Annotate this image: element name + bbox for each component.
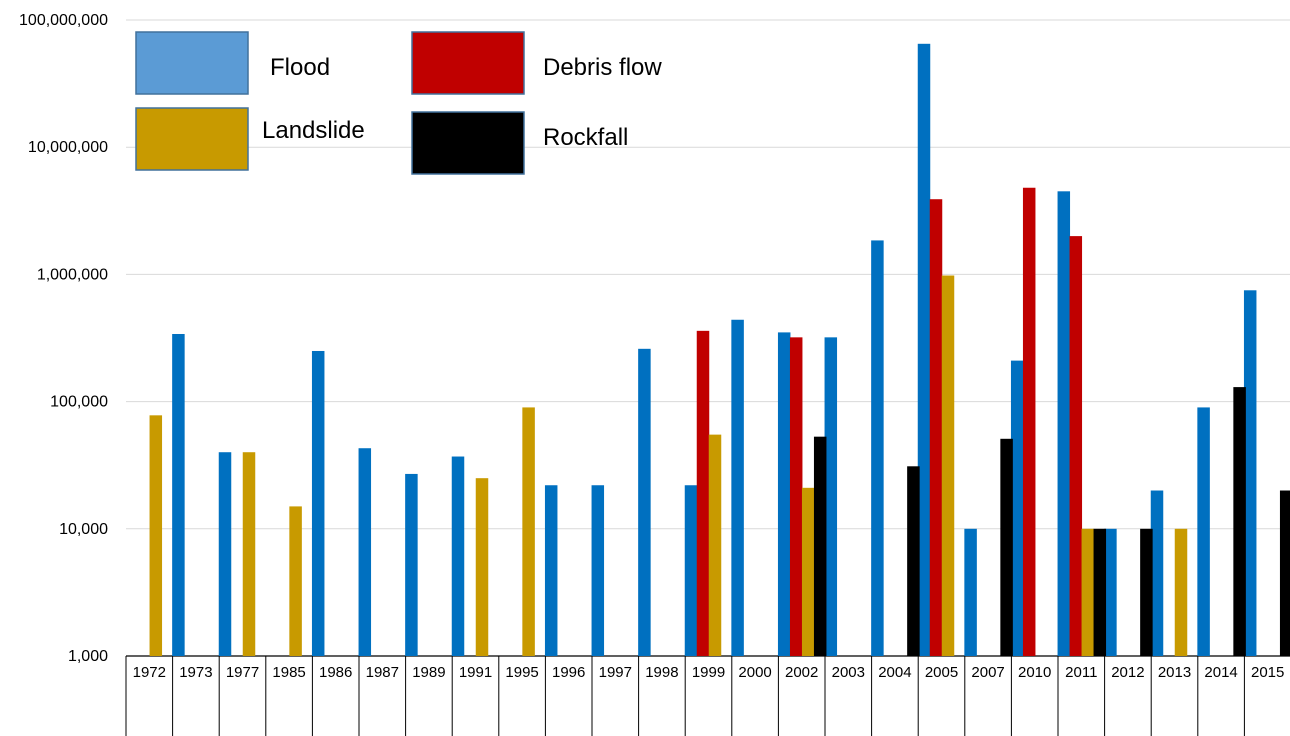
legend-label-landslide: Landslide xyxy=(262,117,365,144)
bar-rockfall-2011 xyxy=(1093,528,1107,656)
bar-debris-flow-2002 xyxy=(789,337,803,656)
bar-landslide-2005 xyxy=(941,275,955,656)
bar-flood-2002 xyxy=(777,332,791,656)
bar-rockfall-2014 xyxy=(1233,387,1246,656)
bar-debris-flow-1999 xyxy=(696,330,710,656)
x-tick-label: 2012 xyxy=(1111,664,1144,681)
bar-rockfall-2002 xyxy=(813,436,827,656)
bar-flood-2000 xyxy=(731,319,744,656)
legend: Flood Debris flow Landslide Rockfall xyxy=(135,31,662,175)
x-tick-label: 2002 xyxy=(785,664,818,681)
y-axis: 1,000 10,000 100,000 1,000,000 10,000,000 100… xyxy=(19,12,108,665)
x-tick-label: 2013 xyxy=(1158,664,1191,681)
bar-flood-2007 xyxy=(964,528,977,656)
bar-flood-2015 xyxy=(1243,290,1257,656)
y-tick-label: 10,000 xyxy=(59,521,108,538)
bar-flood-1973 xyxy=(172,333,185,656)
bar-flood-2010 xyxy=(1010,360,1024,656)
x-tick-label: 2015 xyxy=(1251,664,1284,681)
x-tick-label: 2014 xyxy=(1204,664,1237,681)
x-tick-label: 1991 xyxy=(459,664,492,681)
bar-rockfall-2015 xyxy=(1279,490,1290,656)
y-tick-label: 1,000 xyxy=(68,648,108,665)
bar-landslide-2013 xyxy=(1174,528,1188,656)
x-axis: 1972 1973 1977 1985 1986 1987 1989 1991 1995 1996… xyxy=(125,655,1290,736)
bar-flood-2011 xyxy=(1057,191,1071,656)
x-tick-label: 1995 xyxy=(505,664,538,681)
legend-swatch-debris-flow xyxy=(411,31,525,95)
x-tick-label: 2007 xyxy=(971,664,1004,681)
bar-debris-flow-2010 xyxy=(1022,187,1036,657)
legend-swatch-landslide xyxy=(135,107,249,171)
bar-landslide-2002 xyxy=(801,487,815,656)
legend-swatch-flood xyxy=(135,31,249,95)
bar-flood-1986 xyxy=(311,350,325,656)
bar-flood-1989 xyxy=(405,473,418,656)
bar-flood-2004 xyxy=(871,240,884,656)
bar-rockfall-2012 xyxy=(1140,528,1153,656)
bar-flood-1997 xyxy=(591,485,605,656)
x-tick-label: 1989 xyxy=(412,664,445,681)
x-tick-label: 1999 xyxy=(692,664,725,681)
x-tick-label: 2000 xyxy=(738,664,771,681)
x-tick-label: 2010 xyxy=(1018,664,1051,681)
x-tick-label: 2003 xyxy=(832,664,865,681)
y-tick-label: 100,000 xyxy=(50,394,108,411)
bar-flood-1987 xyxy=(358,448,372,656)
bar-flood-2012 xyxy=(1104,528,1117,656)
bar-rockfall-2004 xyxy=(907,466,920,656)
bar-flood-2014 xyxy=(1197,407,1210,656)
bar-rockfall-2007 xyxy=(1000,438,1013,656)
x-tick-label: 2004 xyxy=(878,664,911,681)
bar-flood-2005 xyxy=(917,43,931,656)
bar-flood-2013 xyxy=(1150,490,1164,656)
bar-flood-2003 xyxy=(824,337,838,656)
x-tick-label: 1997 xyxy=(599,664,632,681)
legend-label-flood: Flood xyxy=(270,54,330,81)
bar-landslide-1977 xyxy=(242,452,256,656)
bars xyxy=(149,43,1290,657)
legend-label-debris-flow: Debris flow xyxy=(543,54,662,81)
bar-debris-flow-2005 xyxy=(929,199,943,656)
legend-label-rockfall: Rockfall xyxy=(543,124,628,151)
y-tick-label: 100,000,000 xyxy=(19,12,108,29)
bar-landslide-1995 xyxy=(522,407,535,656)
bar-landslide-1985 xyxy=(289,506,302,656)
bar-landslide-1991 xyxy=(475,478,489,656)
bar-debris-flow-2011 xyxy=(1069,236,1083,656)
x-tick-label: 1972 xyxy=(133,664,166,681)
x-tick-label: 1986 xyxy=(319,664,352,681)
x-tick-label: 1998 xyxy=(645,664,678,681)
y-tick-label: 1,000,000 xyxy=(37,266,108,283)
x-tick-label: 2011 xyxy=(1065,664,1097,681)
y-tick-label: 10,000,000 xyxy=(28,139,108,156)
bar-landslide-2011 xyxy=(1081,528,1095,656)
x-tick-label: 1996 xyxy=(552,664,585,681)
bar-flood-1999 xyxy=(684,485,698,656)
legend-swatch-rockfall xyxy=(411,111,525,175)
bar-flood-1991 xyxy=(451,456,465,656)
x-tick-label: 1985 xyxy=(272,664,305,681)
bar-landslide-1999 xyxy=(708,434,722,656)
x-tick-label: 1977 xyxy=(226,664,259,681)
bar-landslide-1972 xyxy=(149,415,163,656)
bar-flood-1977 xyxy=(218,452,232,656)
bar-flood-1998 xyxy=(638,348,651,656)
x-tick-label: 1973 xyxy=(179,664,212,681)
x-tick-label: 1987 xyxy=(366,664,399,681)
x-tick-label: 2005 xyxy=(925,664,958,681)
bar-flood-1996 xyxy=(544,485,558,656)
